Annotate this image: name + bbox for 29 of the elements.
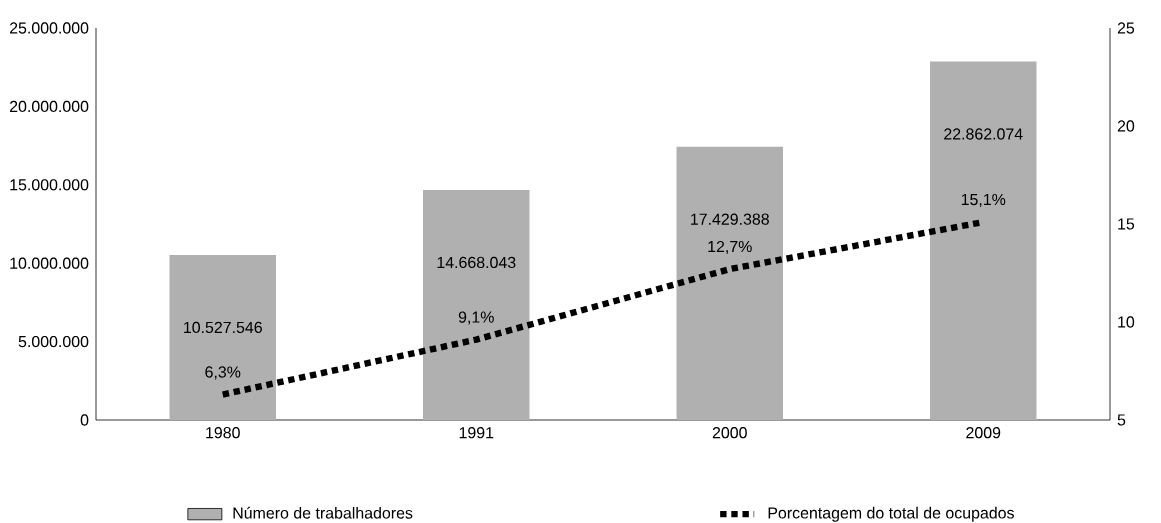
y2-tick-label: 10 (1118, 316, 1135, 328)
y-tick-label: 25.000.000 (9, 22, 89, 34)
data-label: 14.668.043 (437, 256, 516, 269)
y-tick-label: 0 (80, 414, 89, 426)
legend-label: Porcentagem do total de ocupados (768, 506, 1014, 522)
bar (169, 254, 276, 420)
y2-tick-label: 20 (1117, 120, 1135, 132)
x-tick-label: 1980 (206, 427, 240, 439)
data-label: 12,7% (708, 240, 752, 255)
legend-label: Número de trabalhadores (233, 506, 413, 519)
bar (423, 190, 530, 420)
x-tick-label: 2000 (712, 427, 747, 439)
y-tick-label: 20.000.000 (9, 100, 89, 113)
data-label: 15,1% (961, 193, 1006, 208)
bar (676, 146, 783, 420)
y-tick-label: 5.000.000 (18, 335, 89, 348)
y-tick-label: 10.000.000 (10, 257, 89, 269)
data-label: 6,3% (205, 366, 241, 380)
bar (930, 61, 1037, 420)
x-tick-label: 2009 (966, 427, 1001, 439)
data-label: 9,1% (458, 311, 494, 325)
data-label: 17.429.388 (691, 213, 769, 225)
data-label: 10.527.546 (184, 321, 262, 334)
y2-tick-label: 15 (1118, 218, 1135, 230)
y2-tick-label: 25 (1117, 22, 1135, 34)
y-tick-label: 15.000.000 (10, 179, 89, 191)
y2-tick-label: 5 (1117, 414, 1126, 426)
x-tick-label: 1991 (459, 427, 494, 439)
data-label: 22.862.074 (944, 128, 1023, 140)
